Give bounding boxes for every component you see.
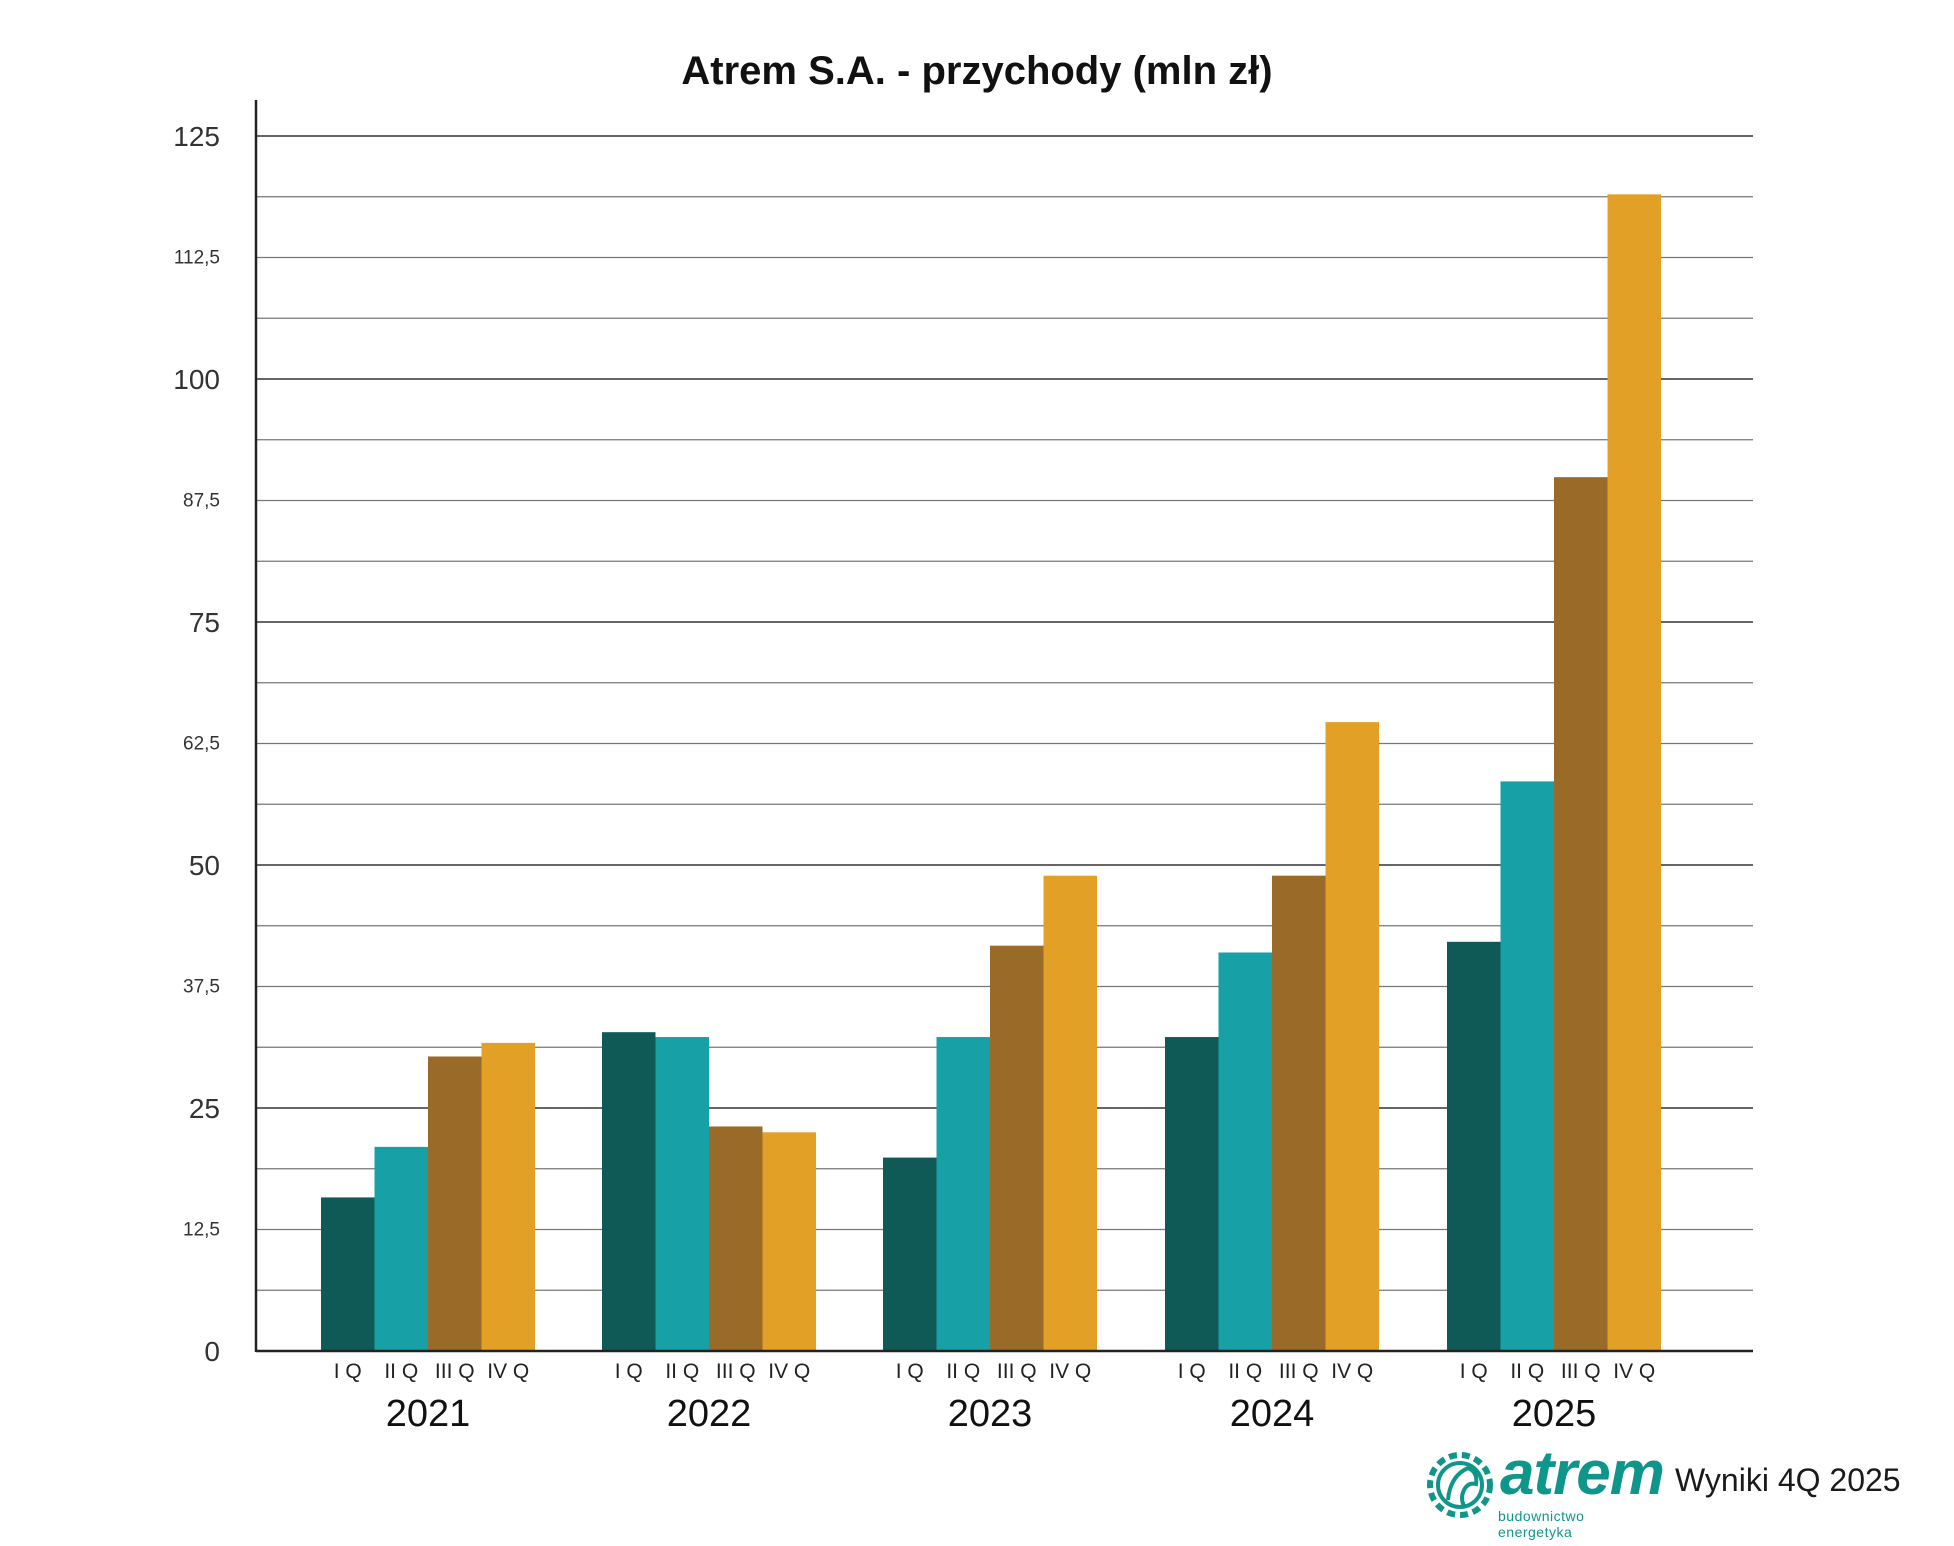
quarter-label: IV Q xyxy=(487,1360,529,1383)
bar-2025-q3 xyxy=(1554,477,1608,1351)
quarter-label: IV Q xyxy=(1613,1360,1655,1383)
bar-2021-q3 xyxy=(428,1056,482,1351)
quarter-label: III Q xyxy=(1561,1360,1601,1383)
bar-2023-q2 xyxy=(936,1037,990,1351)
gear-horse-icon xyxy=(1427,1452,1493,1518)
grid-lines xyxy=(256,135,1753,1291)
axis-labels: 0 12,5 25 37,5 50 62,5 75 87,5 100 112,5 125 I Q II … xyxy=(173,121,1655,1435)
y-tick-label: 37,5 xyxy=(183,977,220,998)
quarter-label: I Q xyxy=(896,1360,924,1383)
quarter-label: IV Q xyxy=(768,1360,810,1383)
bar-2023-q1 xyxy=(883,1157,937,1351)
y-tick-label: 12,5 xyxy=(183,1220,220,1241)
bar-2021-q4 xyxy=(481,1042,535,1351)
y-tick-label: 100 xyxy=(173,364,220,395)
bar-2022-q2 xyxy=(655,1037,709,1351)
y-tick-label: 112,5 xyxy=(174,248,220,269)
year-label: 2022 xyxy=(667,1393,752,1435)
bar-2024-q3 xyxy=(1272,875,1326,1351)
y-tick-label: 50 xyxy=(189,850,220,881)
quarter-label: IV Q xyxy=(1331,1360,1373,1383)
quarter-label: I Q xyxy=(1178,1360,1206,1383)
quarter-label: II Q xyxy=(384,1360,418,1383)
bar-2025-q1 xyxy=(1447,941,1501,1351)
quarter-label: III Q xyxy=(716,1360,756,1383)
y-tick-label: 125 xyxy=(173,121,220,152)
bar-2023-q3 xyxy=(990,945,1044,1351)
year-label: 2025 xyxy=(1512,1393,1597,1435)
bar-2025-q2 xyxy=(1500,781,1554,1351)
report-label: Wyniki 4Q 2025 xyxy=(1675,1462,1901,1498)
bar-2023-q4 xyxy=(1043,875,1097,1351)
quarter-label: III Q xyxy=(435,1360,475,1383)
y-tick-label: 25 xyxy=(189,1093,220,1124)
bar-2025-q4 xyxy=(1607,194,1661,1351)
axes xyxy=(254,100,1753,1353)
bar-2024-q1 xyxy=(1165,1037,1219,1351)
bar-2021-q1 xyxy=(321,1197,375,1351)
bar-2024-q2 xyxy=(1218,952,1272,1351)
quarter-label: I Q xyxy=(1460,1360,1488,1383)
bar-2021-q2 xyxy=(374,1146,428,1351)
y-tick-label: 0 xyxy=(204,1336,220,1367)
y-tick-label: 75 xyxy=(189,607,220,638)
quarter-label: II Q xyxy=(665,1360,699,1383)
quarter-label: I Q xyxy=(615,1360,643,1383)
year-label: 2023 xyxy=(948,1393,1033,1435)
quarter-label: IV Q xyxy=(1049,1360,1091,1383)
quarter-label: II Q xyxy=(946,1360,980,1383)
year-label: 2024 xyxy=(1230,1393,1315,1435)
y-tick-label: 87,5 xyxy=(183,491,220,512)
chart-title: Atrem S.A. - przychody (mln zł) xyxy=(681,49,1272,93)
quarter-label: II Q xyxy=(1228,1360,1262,1383)
y-tick-label: 62,5 xyxy=(183,734,220,755)
logo-wordmark: atrem xyxy=(1500,1439,1665,1508)
atrem-logo: atrem budownictwo energetyka xyxy=(1420,1438,1665,1540)
bar-2022-q1 xyxy=(602,1032,656,1351)
logo-subtext: budownictwo energetyka xyxy=(1498,1508,1585,1540)
bar-2024-q4 xyxy=(1325,722,1379,1351)
quarter-label: III Q xyxy=(1279,1360,1319,1383)
quarter-label: II Q xyxy=(1510,1360,1544,1383)
footer: atrem budownictwo energetyka Wyniki 4Q 2… xyxy=(1420,1438,1940,1540)
bar-2022-q4 xyxy=(762,1132,816,1351)
year-label: 2021 xyxy=(386,1393,471,1435)
quarter-label: I Q xyxy=(334,1360,362,1383)
bar-2022-q3 xyxy=(709,1126,763,1351)
quarter-label: III Q xyxy=(997,1360,1037,1383)
bars xyxy=(321,194,1661,1351)
